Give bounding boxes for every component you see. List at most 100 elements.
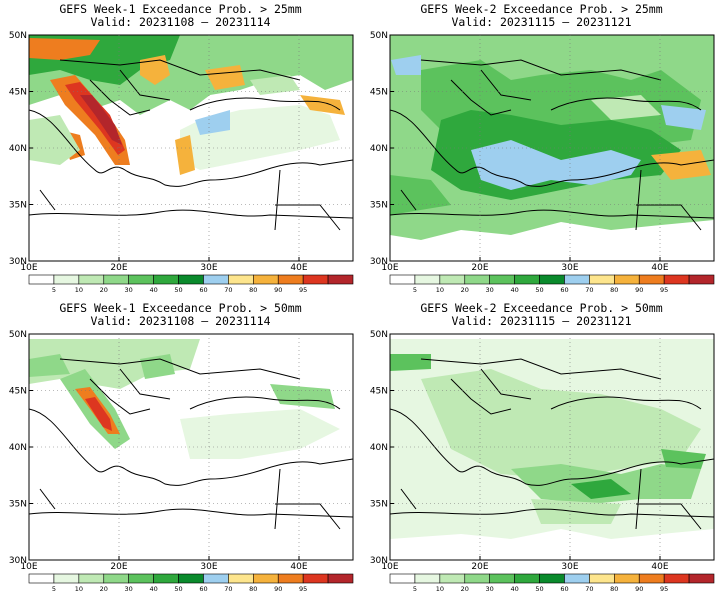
colorbar-label: 95 <box>660 585 668 593</box>
colorbar-swatch <box>489 274 515 285</box>
colorbar-swatch <box>28 274 55 285</box>
colorbar-swatch <box>464 573 490 584</box>
lat-tick-label: 50N <box>9 31 27 41</box>
colorbar-swatch <box>228 573 254 584</box>
colorbar-label: 60 <box>199 585 207 593</box>
colorbar-label: 40 <box>149 286 157 294</box>
colorbar-label: 70 <box>224 585 232 593</box>
lat-tick-label: 35N <box>9 201 27 211</box>
colorbar-label: 80 <box>610 585 618 593</box>
colorbar-label: 10 <box>436 585 444 593</box>
colorbar-label: 40 <box>149 585 157 593</box>
colorbar-label: 20 <box>100 585 108 593</box>
lon-tick-label: 10E <box>20 263 37 273</box>
probability-shading <box>390 35 714 240</box>
colorbar-swatch <box>489 573 515 584</box>
colorbar-label: 90 <box>274 585 282 593</box>
colorbar-swatch <box>327 573 354 584</box>
lat-tick-label: 50N <box>370 330 388 340</box>
lon-tick-label: 40E <box>651 562 668 572</box>
colorbar-swatch <box>614 573 640 584</box>
colorbar-label: 95 <box>660 286 668 294</box>
coastlines-and-borders <box>29 59 353 231</box>
colorbar-label: 40 <box>510 585 518 593</box>
lon-tick-label: 40E <box>651 263 668 273</box>
panel-title: GEFS Week-1 Exceedance Prob. > 25mm <box>59 2 302 16</box>
colorbar-label: 50 <box>535 286 543 294</box>
colorbar-swatch <box>414 573 441 584</box>
colorbar-label: 60 <box>560 585 568 593</box>
colorbar-label: 80 <box>249 585 257 593</box>
panel-valid-dates: Valid: 20231115 – 20231121 <box>451 314 632 328</box>
colorbar-swatch <box>688 274 715 285</box>
colorbar-swatch <box>589 573 615 584</box>
colorbar-label: 30 <box>486 585 494 593</box>
colorbar-swatch <box>514 274 540 285</box>
lon-tick-label: 30E <box>200 562 217 572</box>
panel-valid-dates: Valid: 20231108 – 20231114 <box>90 15 271 29</box>
lat-tick-label: 35N <box>370 500 388 510</box>
probability-shading <box>29 35 353 175</box>
colorbar-label: 50 <box>174 286 182 294</box>
colorbar-label: 5 <box>413 585 417 593</box>
lon-tick-label: 20E <box>471 263 488 273</box>
colorbar-swatch <box>327 274 354 285</box>
colorbar-label: 80 <box>610 286 618 294</box>
panel-week2-50mm: GEFS Week-2 Exceedance Prob. > 50mm Vali… <box>361 299 722 598</box>
lat-tick-label: 40N <box>370 443 388 453</box>
colorbar-swatch <box>128 573 154 584</box>
colorbar-label: 10 <box>436 286 444 294</box>
colorbar-swatch <box>564 274 590 285</box>
lon-tick-label: 10E <box>381 263 398 273</box>
lon-tick-label: 30E <box>561 263 578 273</box>
colorbar-swatch <box>253 573 279 584</box>
colorbar-swatch <box>228 274 254 285</box>
lat-tick-label: 45N <box>370 88 388 98</box>
lat-tick-label: 50N <box>370 31 388 41</box>
colorbar-label: 80 <box>249 286 257 294</box>
colorbar-swatch <box>638 274 665 285</box>
lon-tick-label: 40E <box>290 562 307 572</box>
colorbar-swatch <box>414 274 441 285</box>
colorbar-label: 30 <box>125 286 133 294</box>
colorbar-swatch <box>539 573 565 584</box>
colorbar-swatch <box>663 573 690 584</box>
lon-tick-label: 20E <box>471 562 488 572</box>
colorbar-swatch <box>589 274 615 285</box>
lon-tick-label: 30E <box>561 562 578 572</box>
colorbar-swatch <box>128 274 154 285</box>
colorbar-label: 50 <box>174 585 182 593</box>
lon-tick-label: 10E <box>20 562 37 572</box>
colorbar-swatch <box>564 573 590 584</box>
colorbar-label: 70 <box>224 286 232 294</box>
lat-tick-label: 40N <box>9 144 27 154</box>
colorbar-swatch <box>78 274 105 285</box>
colorbar-label: 90 <box>635 585 643 593</box>
coastlines-and-borders <box>29 358 353 530</box>
lat-tick-label: 45N <box>370 387 388 397</box>
colorbar-swatch <box>78 573 105 584</box>
lat-tick-label: 35N <box>9 500 27 510</box>
panel-title: GEFS Week-2 Exceedance Prob. > 25mm <box>420 2 663 16</box>
colorbar-swatch <box>389 573 416 584</box>
panel-title: GEFS Week-2 Exceedance Prob. > 50mm <box>420 301 663 315</box>
panel-valid-dates: Valid: 20231115 – 20231121 <box>451 15 632 29</box>
panel-week1-25mm: GEFS Week-1 Exceedance Prob. > 25mm Vali… <box>0 0 361 299</box>
lat-tick-label: 30N <box>9 257 27 267</box>
colorbar-swatch <box>539 274 565 285</box>
lat-tick-label: 45N <box>9 387 27 397</box>
colorbar-swatch <box>253 274 279 285</box>
lat-tick-label: 45N <box>9 88 27 98</box>
probability-shading <box>390 339 714 539</box>
colorbar-swatch <box>203 274 229 285</box>
panel-title: GEFS Week-1 Exceedance Prob. > 50mm <box>59 301 302 315</box>
lat-tick-label: 30N <box>370 556 388 566</box>
colorbar-label: 20 <box>100 286 108 294</box>
colorbar-swatch <box>302 274 329 285</box>
colorbar-swatch <box>464 274 490 285</box>
colorbar-swatch <box>688 573 715 584</box>
colorbar-label: 95 <box>299 585 307 593</box>
colorbar-swatch <box>277 274 304 285</box>
